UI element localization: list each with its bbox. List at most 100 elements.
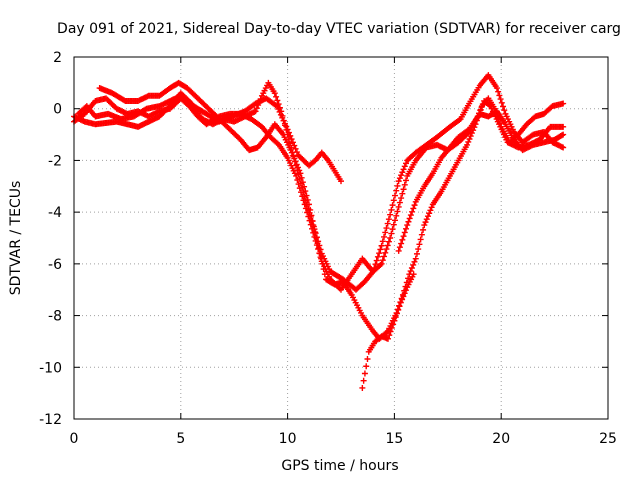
data-point xyxy=(304,196,311,203)
series-track-d xyxy=(75,92,344,185)
data-point xyxy=(398,195,405,202)
data-point xyxy=(385,216,392,223)
x-tick-label: 10 xyxy=(279,431,297,447)
data-point xyxy=(274,97,281,104)
data-point xyxy=(288,136,295,143)
data-point xyxy=(417,236,424,243)
data-point xyxy=(560,100,567,107)
plot-frame xyxy=(73,56,609,420)
data-point xyxy=(498,99,505,106)
data-point xyxy=(401,163,408,170)
data-point xyxy=(395,247,402,254)
y-axis-label: SDTVAR / TECUs xyxy=(8,181,24,296)
data-point xyxy=(426,210,433,217)
data-point xyxy=(389,202,396,209)
data-point xyxy=(378,260,385,267)
data-point xyxy=(285,129,292,136)
data-point xyxy=(424,213,431,220)
data-point xyxy=(252,108,259,115)
data-point xyxy=(391,317,398,324)
data-point xyxy=(415,246,422,253)
x-tick-label: 5 xyxy=(176,431,185,447)
data-point xyxy=(287,132,294,139)
axis-ticks: 0 5 10 15 20 25 -12 -10 -8 -6 -4 -2 0 2 xyxy=(39,50,617,447)
data-point xyxy=(390,321,397,328)
data-point xyxy=(290,152,297,159)
data-point xyxy=(289,139,296,146)
data-point xyxy=(359,384,366,391)
data-point xyxy=(400,233,407,240)
data-point xyxy=(389,226,396,233)
data-point xyxy=(390,221,397,228)
data-point xyxy=(388,206,395,213)
data-point xyxy=(399,296,406,303)
data-point xyxy=(405,218,412,225)
data-point xyxy=(383,225,390,232)
data-point xyxy=(382,249,389,256)
data-point xyxy=(560,144,567,151)
y-tick-label: 0 xyxy=(53,102,62,118)
data-point xyxy=(381,253,388,260)
data-point xyxy=(401,229,408,236)
data-point xyxy=(501,107,508,114)
data-point xyxy=(392,192,399,199)
x-tick-label: 25 xyxy=(599,431,617,447)
data-point xyxy=(394,182,401,189)
data-point xyxy=(297,170,304,177)
data-point xyxy=(385,238,392,245)
data-point xyxy=(465,138,472,145)
data-point xyxy=(402,177,409,184)
data-point xyxy=(284,126,291,133)
data-point xyxy=(388,230,395,237)
data-point xyxy=(305,213,312,220)
data-point xyxy=(413,250,420,257)
data-point xyxy=(373,257,380,264)
data-point xyxy=(313,234,320,241)
data-point xyxy=(400,166,407,173)
data-point xyxy=(291,142,298,149)
data-point xyxy=(301,183,308,190)
data-point xyxy=(402,225,409,232)
data-point xyxy=(312,229,319,236)
data-point xyxy=(396,199,403,206)
data-point xyxy=(410,205,417,212)
data-point xyxy=(397,299,404,306)
data-point xyxy=(291,155,298,162)
data-point xyxy=(293,161,300,168)
data-point xyxy=(377,246,384,253)
data-point xyxy=(393,310,400,317)
data-point xyxy=(314,240,321,247)
data-point xyxy=(292,145,299,152)
y-tick-label: -2 xyxy=(48,153,62,169)
data-point xyxy=(390,197,397,204)
data-point xyxy=(400,186,407,193)
data-point xyxy=(410,271,417,278)
data-point xyxy=(400,293,407,300)
y-tick-label: -8 xyxy=(48,309,62,325)
data-point xyxy=(394,208,401,215)
y-tick-label: 2 xyxy=(53,50,62,66)
data-point xyxy=(387,211,394,218)
data-point xyxy=(376,250,383,257)
data-point xyxy=(428,204,435,211)
data-point xyxy=(305,201,312,208)
data-point xyxy=(560,123,567,130)
data-point xyxy=(273,93,280,100)
data-point xyxy=(296,185,303,192)
data-point xyxy=(316,250,323,257)
data-point xyxy=(296,167,303,174)
data-point xyxy=(407,212,414,219)
data-point xyxy=(374,253,381,260)
data-point xyxy=(387,235,394,241)
data-point xyxy=(393,212,400,219)
data-point xyxy=(384,242,391,249)
data-point xyxy=(401,181,408,188)
data-point xyxy=(253,105,260,112)
data-point xyxy=(423,216,430,223)
data-point xyxy=(304,209,311,216)
data-point xyxy=(398,172,405,179)
data-point xyxy=(377,261,384,268)
data-point xyxy=(402,160,409,167)
data-point xyxy=(395,178,402,185)
data-point xyxy=(303,192,310,199)
